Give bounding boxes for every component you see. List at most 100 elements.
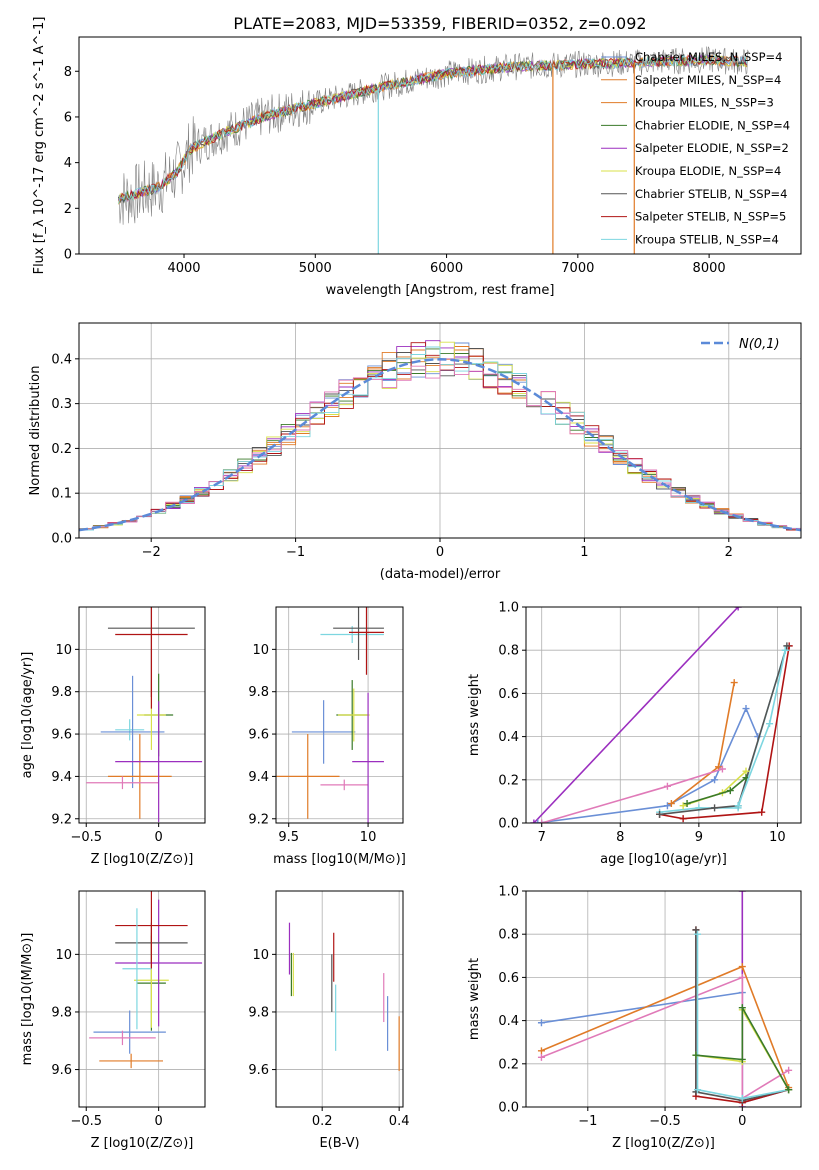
x-axis-label: Z [log10(Z/Z⊙)]	[612, 1136, 715, 1151]
weight-marker	[679, 802, 687, 810]
y-tick-label: 9.4	[248, 770, 269, 785]
x-tick-label: −0.5	[70, 1114, 102, 1129]
weight-line	[695, 1004, 790, 1091]
panel-Z_weight: −1 −0.5 0 0.0 0.2 0.4 0.6 0.8 1.0 Z [log10(Z/Z⊙)]…	[467, 885, 802, 1151]
x-axis-label: mass [log10(M/M⊙)]	[273, 852, 406, 867]
errorbar-point	[107, 734, 172, 819]
y-axis-label: mass weight	[467, 958, 482, 1040]
weight-marker	[734, 802, 742, 810]
axes-frame	[78, 606, 206, 824]
x-tick-label: −0.5	[649, 1114, 681, 1129]
errorbar-point	[122, 908, 152, 1030]
errorbar-point	[349, 607, 384, 675]
weight-line	[659, 645, 790, 820]
errorbar-point	[115, 899, 203, 1027]
y-tick-label: 8	[64, 65, 72, 80]
errorbar-point	[333, 607, 384, 660]
errorbar-point	[99, 1053, 163, 1069]
weight-marker	[663, 782, 671, 790]
y-tick-label: 9.2	[248, 812, 269, 827]
axes-frame	[78, 890, 206, 1108]
errorbar-point	[115, 701, 203, 822]
y-tick-label: 10	[252, 948, 269, 963]
x-axis-label: wavelength [Angstrom, rest frame]	[326, 283, 555, 298]
gaussian-curve	[79, 358, 801, 532]
y-tick-label: 0.0	[51, 532, 72, 547]
weight-marker	[742, 705, 750, 713]
y-tick-label: 9.6	[248, 728, 269, 743]
y-tick-label: 2	[64, 202, 72, 217]
x-tick-label: 2	[725, 545, 733, 560]
weight-line	[659, 645, 788, 816]
errorbar-point	[115, 719, 145, 741]
legend-label: Salpeter MILES, N_SSP=4	[635, 73, 781, 87]
weight-marker	[730, 679, 738, 687]
plot-area	[79, 323, 801, 538]
histogram-step	[79, 346, 801, 531]
x-tick-label: 1	[580, 545, 588, 560]
weight-marker	[738, 1094, 746, 1102]
legend-label: N(0,1)	[739, 337, 780, 352]
x-tick-label: 5000	[299, 261, 332, 276]
x-tick-label: 9.5	[278, 830, 299, 845]
errorbar-point	[93, 1010, 166, 1054]
axes-frame	[525, 890, 802, 1108]
axes-frame	[275, 606, 404, 824]
x-tick-label: 0.2	[312, 1114, 333, 1129]
weight-marker	[711, 776, 719, 784]
panel-Z_age: −0.5 0 9.2 9.4 9.6 9.8 10 Z [log10(Z/Z⊙)] age [l…	[20, 606, 206, 867]
y-tick-label: 9.4	[51, 770, 72, 785]
y-tick-label: 4	[64, 156, 72, 171]
weight-marker	[758, 808, 766, 816]
panel-spectrum: Chabrier MILES, N_SSP=4 Salpeter MILES, N…	[32, 17, 802, 298]
y-axis-label: Normed distribution	[28, 366, 43, 496]
errorbar-point	[320, 626, 384, 643]
weight-marker	[734, 607, 742, 611]
errorbar-point	[86, 776, 159, 790]
errorbar-point	[276, 734, 340, 819]
x-tick-label: 6000	[430, 261, 463, 276]
weight-marker	[783, 642, 791, 650]
weight-marker	[738, 963, 746, 971]
errorbar-point	[89, 1030, 156, 1046]
weight-marker	[693, 1086, 701, 1094]
weight-line	[537, 706, 759, 823]
y-tick-label: 9.6	[248, 1063, 269, 1078]
panel-Z_mass: −0.5 0 9.6 9.8 10 Z [log10(Z/Z⊙)] mass [log10(…	[20, 890, 206, 1151]
legend-label: Chabrier STELIB, N_SSP=4	[635, 187, 787, 201]
x-axis-label: E(B-V)	[319, 1136, 359, 1151]
x-tick-label: 10	[769, 830, 786, 845]
weight-marker	[718, 765, 726, 773]
weight-marker	[667, 800, 675, 808]
y-tick-label: 9.8	[248, 685, 269, 700]
y-tick-label: 0.2	[51, 442, 72, 457]
y-tick-label: 0.4	[498, 1014, 519, 1029]
x-tick-label: 0.4	[389, 1114, 410, 1129]
x-tick-label: 9	[695, 830, 703, 845]
errorbar-point	[291, 700, 356, 764]
x-tick-label: −0.5	[70, 830, 102, 845]
weight-marker	[692, 926, 700, 934]
weight-marker	[530, 819, 538, 823]
errorbar-point	[115, 891, 188, 969]
y-tick-label: 9.6	[51, 1063, 72, 1078]
legend-label: Kroupa MILES, N_SSP=3	[635, 96, 774, 110]
y-tick-label: 0.6	[498, 687, 519, 702]
y-tick-label: 10	[55, 948, 72, 963]
x-axis-label: age [log10(age/yr)]	[600, 852, 727, 867]
x-axis-label: Z [log10(Z/Z⊙)]	[91, 852, 194, 867]
panel-age_weight: 7 8 9 10 0.0 0.2 0.4 0.6 0.8 1.0 age [log10(age/yr…	[467, 601, 802, 867]
y-axis-label: mass weight	[467, 674, 482, 756]
y-tick-label: 0.8	[498, 928, 519, 943]
panel-mass_age: 9.5 10 9.2 9.4 9.6 9.8 10 mass [log10(M/M⊙)]	[248, 606, 406, 867]
axes-frame	[78, 36, 802, 255]
y-tick-label: 1.0	[498, 885, 519, 900]
legend-label: Salpeter ELODIE, N_SSP=2	[635, 141, 789, 155]
x-tick-label: 0	[155, 830, 163, 845]
y-tick-label: 0.4	[51, 352, 72, 367]
y-tick-label: 6	[64, 110, 72, 125]
y-tick-label: 0.2	[498, 1057, 519, 1072]
weight-marker	[781, 646, 789, 654]
weight-line	[695, 929, 789, 1102]
